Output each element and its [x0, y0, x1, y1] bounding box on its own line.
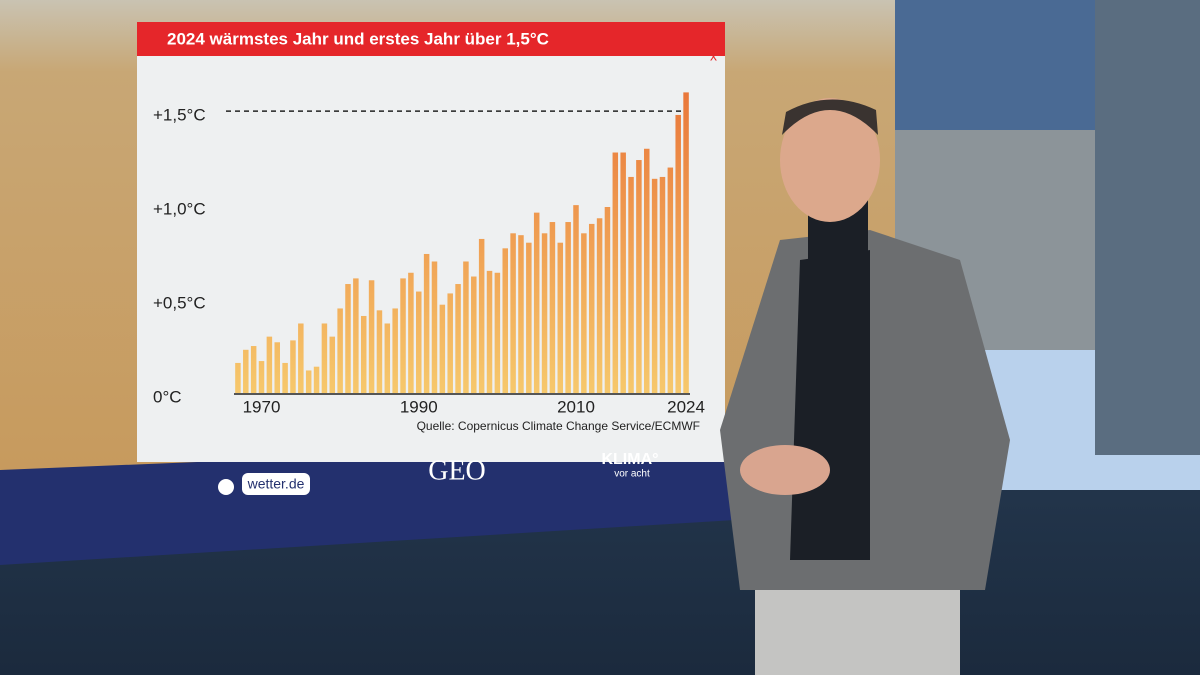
- bar: [447, 293, 453, 393]
- bar: [400, 278, 406, 393]
- bar: [510, 233, 516, 393]
- chart-header: [137, 22, 725, 56]
- close-button[interactable]: x: [710, 48, 717, 64]
- bar: [659, 176, 666, 393]
- bar: [321, 323, 328, 393]
- bar: [298, 323, 304, 393]
- studio-wall: [895, 0, 1095, 130]
- bar: [478, 238, 485, 393]
- bar: [431, 261, 438, 393]
- bar: [683, 92, 689, 394]
- bar: [463, 261, 469, 393]
- bar: [235, 362, 241, 393]
- chart-panel: [137, 22, 725, 462]
- bar: [313, 366, 320, 393]
- bar: [533, 212, 540, 393]
- bar: [518, 235, 524, 393]
- y-tick-label: +1,0°C: [153, 200, 206, 219]
- bar: [384, 323, 391, 393]
- y-tick-label: +1,5°C: [153, 106, 206, 125]
- x-tick-label: 1990: [400, 397, 438, 416]
- logo-klima: KLIMA°: [601, 451, 658, 468]
- bar: [258, 361, 265, 393]
- bar: [274, 342, 280, 393]
- bar: [455, 284, 461, 393]
- x-tick-label: 1970: [243, 397, 281, 416]
- bar: [416, 291, 422, 393]
- bar: [651, 178, 658, 393]
- bar: [502, 248, 508, 393]
- bar: [368, 280, 375, 393]
- bar: [596, 218, 603, 393]
- logo-klima-sub: vor acht: [614, 469, 650, 480]
- bar: [471, 276, 477, 393]
- bar: [557, 242, 564, 393]
- bar: [565, 222, 571, 393]
- bar: [486, 270, 493, 393]
- bar: [644, 148, 650, 393]
- bar: [549, 222, 556, 393]
- bar: [620, 152, 626, 393]
- bar: [337, 308, 343, 393]
- logo-wetter: wetter.de: [247, 476, 305, 492]
- bar: [345, 284, 351, 393]
- bar: [439, 304, 446, 393]
- bar: [573, 205, 579, 393]
- bar: [667, 167, 674, 393]
- side-screen: [1095, 0, 1200, 455]
- chart-title: 2024 wärmstes Jahr und erstes Jahr über …: [167, 29, 549, 48]
- bar: [329, 336, 336, 393]
- bar: [423, 253, 430, 393]
- bar: [243, 349, 249, 393]
- logo-icon: [218, 479, 234, 495]
- bar: [675, 114, 681, 393]
- presenter: [720, 98, 1010, 675]
- y-tick-label: 0°C: [153, 387, 182, 406]
- y-tick-label: +0,5°C: [153, 294, 206, 313]
- bar: [408, 272, 414, 393]
- bar: [494, 272, 501, 393]
- bar: [541, 233, 548, 393]
- bar: [588, 223, 595, 393]
- bar: [250, 346, 257, 393]
- bar: [282, 362, 288, 393]
- bar: [360, 315, 367, 393]
- logo-geo: GEO: [428, 455, 486, 486]
- x-tick-label: 2010: [557, 397, 595, 416]
- bar: [604, 207, 611, 393]
- bar: [353, 278, 359, 393]
- bar: [266, 336, 273, 393]
- x-tick-label: 2024: [667, 397, 705, 416]
- logo-band: [0, 440, 735, 565]
- bar: [628, 176, 634, 393]
- source: Quelle: Copernicus Climate Change Servic…: [417, 419, 700, 433]
- bar: [636, 160, 642, 393]
- bar: [376, 310, 383, 393]
- bar: [526, 242, 532, 393]
- bar: [305, 370, 312, 393]
- bar: [392, 308, 398, 393]
- bar: [290, 340, 296, 393]
- bar: [612, 152, 619, 393]
- bar: [581, 233, 587, 393]
- logo-box: [242, 473, 310, 495]
